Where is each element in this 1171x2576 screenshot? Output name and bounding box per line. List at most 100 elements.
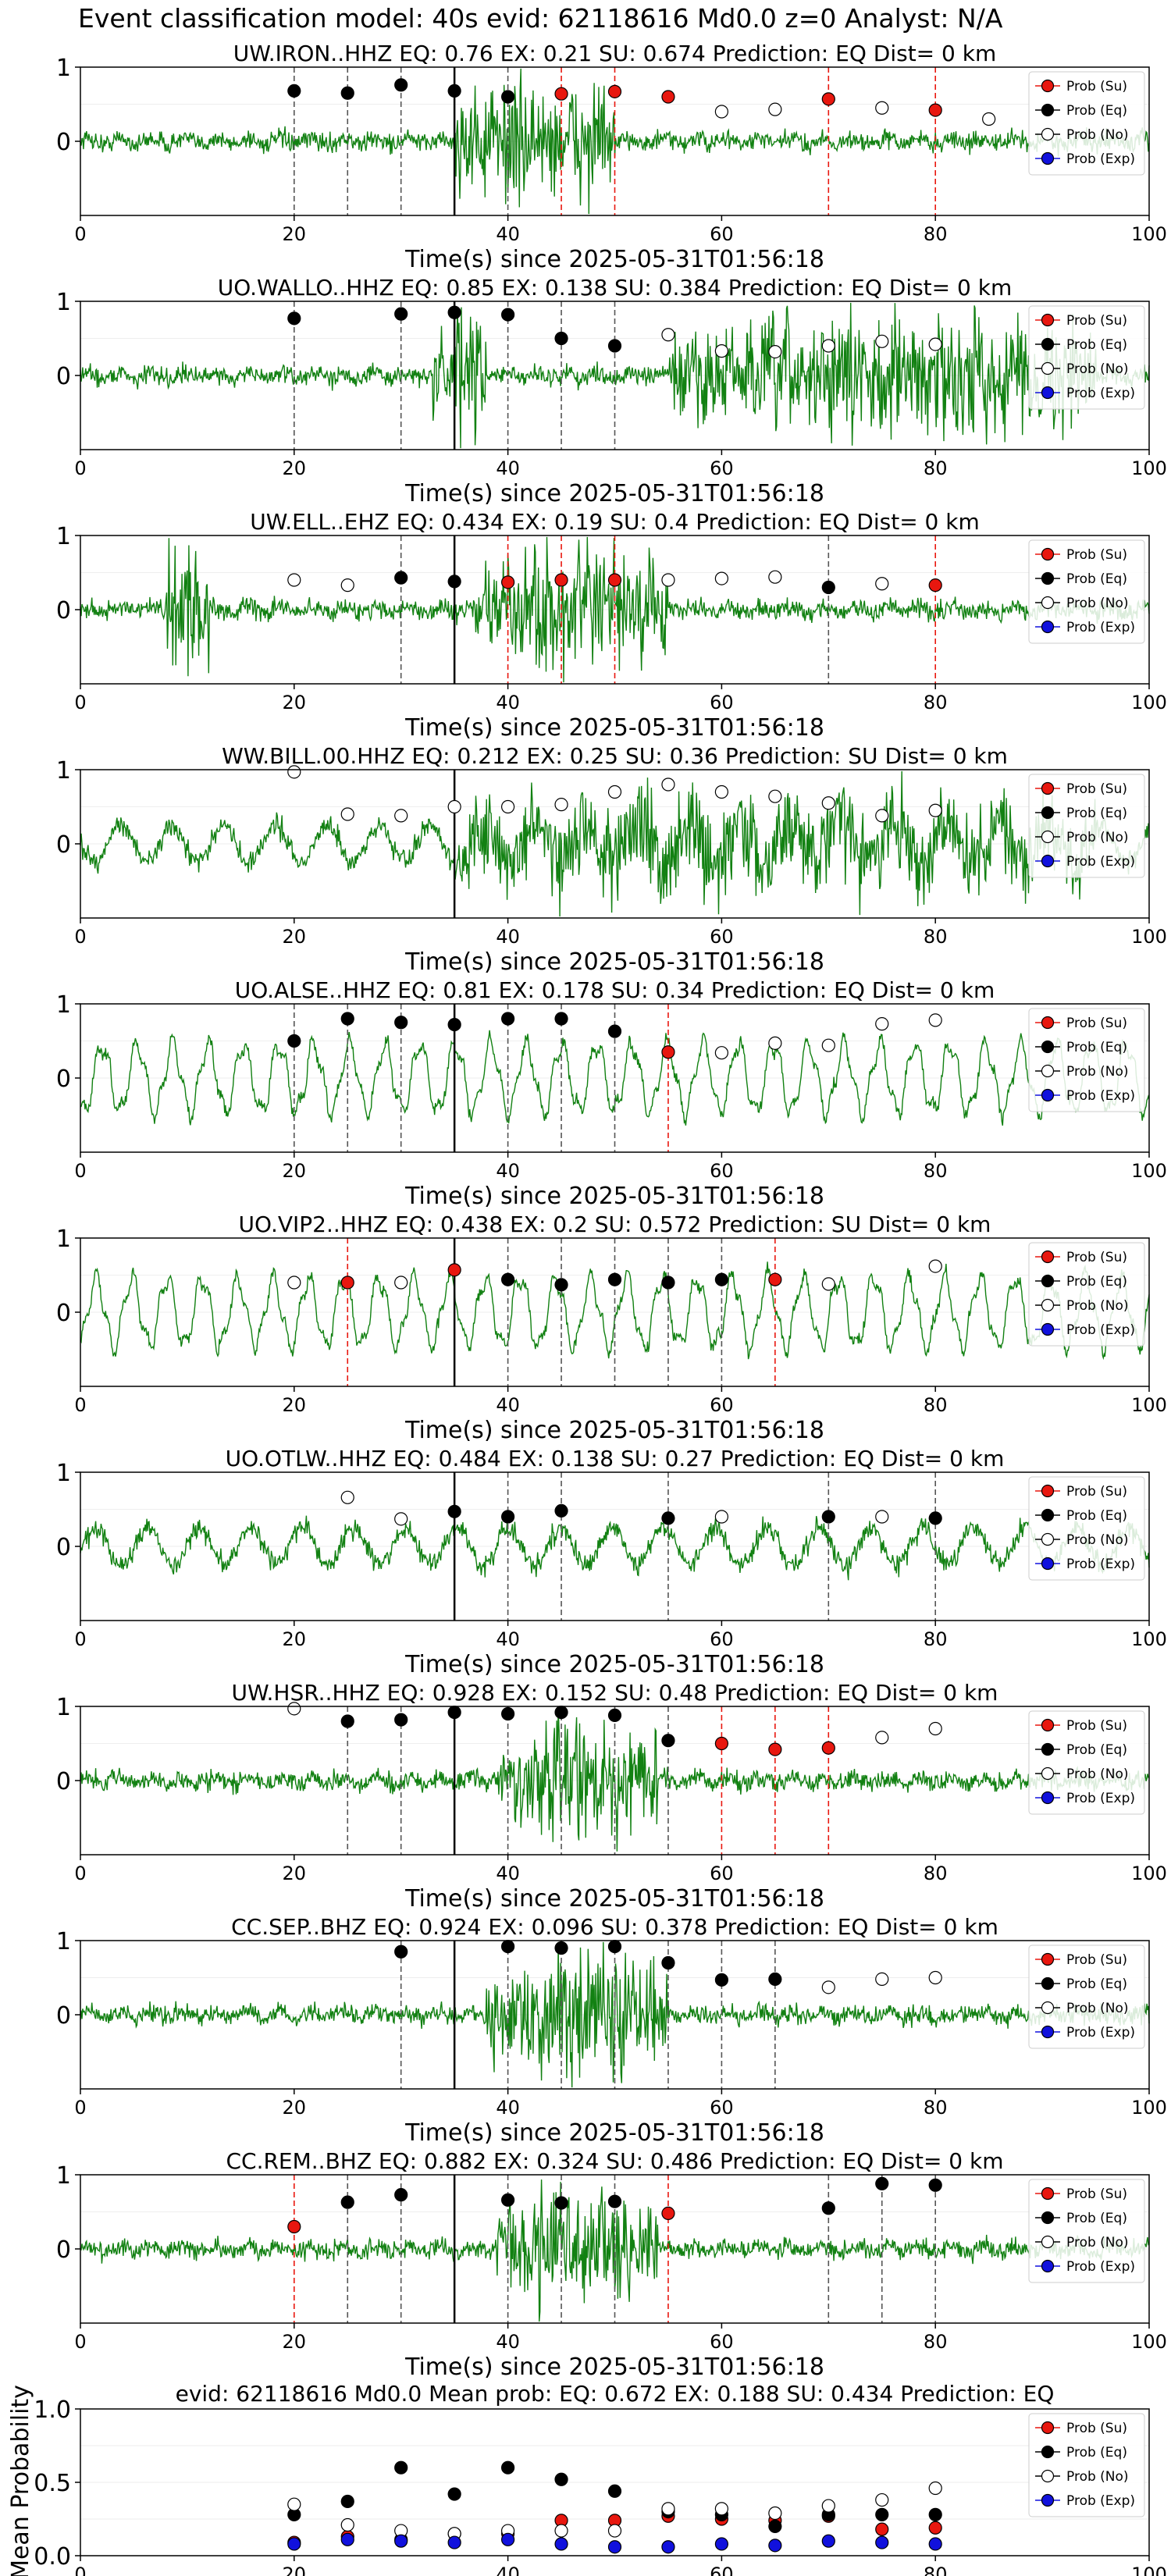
x-tick-label: 80	[924, 1160, 948, 1182]
probability-point	[447, 1017, 461, 1032]
legend-label: Prob (Eq)	[1066, 806, 1127, 821]
x-tick-label: 0	[74, 223, 86, 245]
x-tick-label: 0	[74, 1160, 86, 1182]
x-tick-label: 40	[496, 1394, 520, 1416]
probability-point	[875, 1017, 889, 1031]
probability-point	[875, 1972, 889, 1986]
legend-marker	[1041, 1532, 1055, 1546]
x-axis-label: Time(s) since 2025-05-31T01:56:18	[404, 1183, 824, 1210]
legend-label: Prob (No)	[1066, 127, 1129, 143]
mean-probability-point	[340, 2517, 354, 2532]
probability-point	[768, 1036, 782, 1050]
legend-marker	[1041, 2259, 1055, 2273]
legend-box	[1028, 774, 1145, 878]
x-tick-label: 0	[74, 1628, 86, 1650]
legend-box	[1028, 1710, 1145, 1815]
legend-marker	[1041, 2235, 1055, 2249]
mean-probability-point	[340, 2532, 354, 2546]
legend-marker	[1041, 1718, 1055, 1732]
panel-title: UO.OTLW..HHZ EQ: 0.484 EX: 0.138 SU: 0.2…	[226, 1446, 1005, 1471]
legend-label: Prob (Exp)	[1066, 620, 1135, 635]
panel-title: UW.HSR..HHZ EQ: 0.928 EX: 0.152 SU: 0.48…	[232, 1680, 998, 1706]
probability-point	[607, 1708, 622, 1722]
panel-title: evid: 62118616 Md0.0 Mean prob: EQ: 0.67…	[176, 2381, 1055, 2407]
x-tick-label: 40	[496, 457, 520, 479]
x-tick-label: 100	[1131, 457, 1167, 479]
x-tick-label: 60	[710, 223, 734, 245]
legend-marker	[1041, 2469, 1055, 2483]
axes-frame	[80, 66, 1150, 216]
probability-point	[500, 1012, 515, 1026]
legend-marker	[1041, 1791, 1055, 1805]
probability-point	[394, 1016, 408, 1030]
waveform-line	[80, 770, 1150, 917]
x-tick-label: 100	[1131, 1628, 1167, 1650]
probability-point	[768, 102, 782, 116]
mean-probability-point	[607, 2540, 622, 2554]
probability-point	[287, 1702, 301, 1716]
legend-label: Prob (Su)	[1066, 1016, 1127, 1031]
axes-frame	[80, 1237, 1150, 1387]
probability-point	[607, 339, 622, 353]
probability-point	[500, 1510, 515, 1524]
legend-label: Prob (No)	[1066, 1767, 1129, 1782]
legend-marker	[1041, 1088, 1055, 1102]
probability-point	[340, 1012, 354, 1026]
probability-point	[500, 1272, 515, 1286]
waveform-line	[80, 1030, 1150, 1126]
legend-marker	[1041, 103, 1055, 117]
axes-frame	[80, 2174, 1150, 2324]
probability-point	[340, 807, 354, 821]
probability-point	[554, 87, 568, 101]
probability-point	[287, 1034, 301, 1048]
x-axis-label: Time(s) since 2025-05-31T01:56:18	[404, 948, 824, 976]
x-tick-label: 100	[1131, 1863, 1167, 1884]
y-tick-label: 0	[56, 1066, 71, 1093]
probability-point	[928, 578, 942, 592]
probability-point	[394, 78, 408, 92]
y-tick-label: 1	[56, 523, 71, 550]
probability-point	[447, 84, 461, 98]
legend-marker	[1041, 2211, 1055, 2225]
x-tick-label: 20	[283, 692, 307, 713]
probability-point	[607, 1272, 622, 1286]
probability-point	[875, 101, 889, 115]
legend-marker	[1041, 1557, 1055, 1571]
legend-marker	[1041, 127, 1055, 141]
probability-point	[821, 1980, 835, 1994]
x-tick-label: 0	[74, 1394, 86, 1416]
y-tick-label: 1	[56, 55, 71, 82]
x-tick-label: 60	[710, 1394, 734, 1416]
probability-point	[821, 1741, 835, 1755]
x-tick-label: 80	[924, 223, 948, 245]
probability-point	[928, 1259, 942, 1273]
legend-label: Prob (Eq)	[1066, 103, 1127, 119]
y-tick-label: 0	[56, 2236, 71, 2264]
x-tick-label: 60	[710, 926, 734, 948]
probability-point	[554, 1503, 568, 1518]
probability-point	[607, 1024, 622, 1038]
mean-probability-point	[607, 2524, 622, 2538]
axes-frame	[80, 301, 1150, 450]
probability-point	[447, 1263, 461, 1277]
y-tick-label: 0	[56, 129, 71, 156]
legend-label: Prob (Exp)	[1066, 1088, 1135, 1104]
mean-probability-point	[287, 2537, 301, 2551]
station-panel: Prob (Su)Prob (Eq)Prob (No)Prob (Exp)010…	[56, 509, 1167, 742]
legend-label: Prob (Exp)	[1066, 2493, 1135, 2509]
x-axis-label: Time(s) since 2025-05-31T01:56:18	[404, 1651, 824, 1678]
y-tick-label: 0	[56, 831, 71, 859]
probability-point	[607, 84, 622, 98]
mean-probability-point	[554, 2472, 568, 2486]
mean-probability-point	[554, 2524, 568, 2538]
legend-label: Prob (No)	[1066, 1064, 1129, 1080]
probability-point	[394, 809, 408, 823]
probability-point	[607, 785, 622, 799]
x-axis-label: Time(s) since 2025-05-31T01:56:18	[404, 1417, 824, 1444]
legend-label: Prob (No)	[1066, 361, 1129, 377]
x-tick-label: 20	[283, 1628, 307, 1650]
legend-label: Prob (Eq)	[1066, 571, 1127, 587]
probability-point	[340, 2195, 354, 2209]
probability-point	[714, 1046, 729, 1060]
probability-point	[554, 1278, 568, 1292]
